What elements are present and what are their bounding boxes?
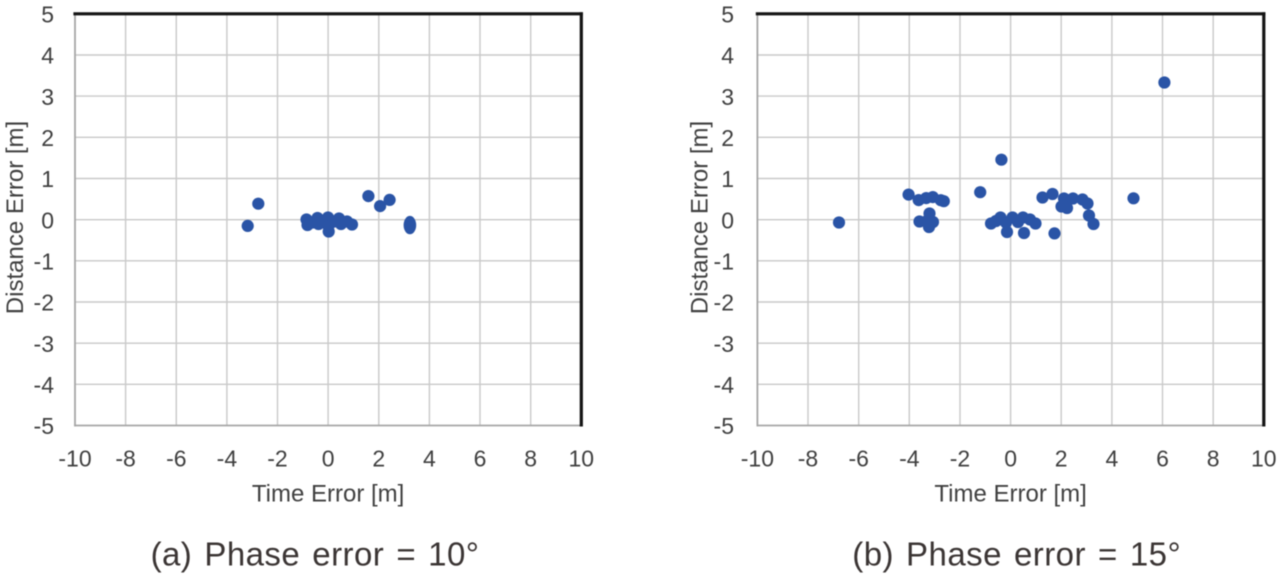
svg-text:-8: -8 [798, 445, 818, 471]
svg-text:-6: -6 [848, 445, 868, 471]
svg-text:-2: -2 [267, 445, 287, 471]
svg-text:-8: -8 [115, 445, 135, 471]
svg-text:Time Error [m]: Time Error [m] [252, 481, 404, 508]
svg-text:3: 3 [721, 84, 734, 110]
svg-text:-4: -4 [217, 445, 238, 471]
svg-text:0: 0 [41, 207, 54, 233]
svg-text:-6: -6 [166, 445, 186, 471]
svg-text:4: 4 [721, 43, 734, 69]
svg-text:8: 8 [1207, 445, 1220, 471]
svg-text:2: 2 [1055, 445, 1068, 471]
svg-text:Time Error [m]: Time Error [m] [934, 481, 1086, 508]
svg-text:1: 1 [41, 166, 54, 192]
svg-text:0: 0 [322, 445, 335, 471]
svg-text:(b) Phase error = 15°: (b) Phase error = 15° [852, 536, 1181, 573]
svg-text:8: 8 [524, 445, 537, 471]
svg-text:-4: -4 [34, 372, 55, 398]
svg-text:-2: -2 [950, 445, 970, 471]
svg-text:-5: -5 [34, 413, 54, 439]
svg-text:2: 2 [372, 445, 385, 471]
svg-text:(a) Phase error = 10°: (a) Phase error = 10° [151, 536, 480, 573]
svg-text:0: 0 [1004, 445, 1017, 471]
svg-text:5: 5 [721, 2, 734, 28]
svg-text:-1: -1 [34, 249, 54, 275]
svg-text:-10: -10 [58, 445, 91, 471]
svg-text:1: 1 [721, 166, 734, 192]
svg-text:2: 2 [41, 125, 54, 151]
svg-text:6: 6 [474, 445, 487, 471]
svg-text:Distance Error [m]: Distance Error [m] [2, 121, 29, 314]
svg-text:5: 5 [41, 2, 54, 28]
svg-text:4: 4 [423, 445, 436, 471]
svg-text:6: 6 [1156, 445, 1169, 471]
svg-text:10: 10 [569, 445, 595, 471]
svg-text:4: 4 [1106, 445, 1119, 471]
svg-text:0: 0 [721, 207, 734, 233]
svg-text:2: 2 [721, 125, 734, 151]
svg-text:-2: -2 [34, 290, 54, 316]
svg-text:10: 10 [1251, 445, 1277, 471]
svg-text:-1: -1 [714, 249, 734, 275]
svg-text:4: 4 [41, 43, 54, 69]
svg-text:Distance Error [m]: Distance Error [m] [687, 121, 714, 314]
svg-text:-5: -5 [714, 413, 734, 439]
svg-text:-4: -4 [899, 445, 920, 471]
svg-text:-10: -10 [741, 445, 774, 471]
svg-text:-2: -2 [714, 290, 734, 316]
svg-text:-3: -3 [714, 331, 734, 357]
svg-text:-4: -4 [714, 372, 735, 398]
svg-text:3: 3 [41, 84, 54, 110]
svg-text:-3: -3 [34, 331, 54, 357]
